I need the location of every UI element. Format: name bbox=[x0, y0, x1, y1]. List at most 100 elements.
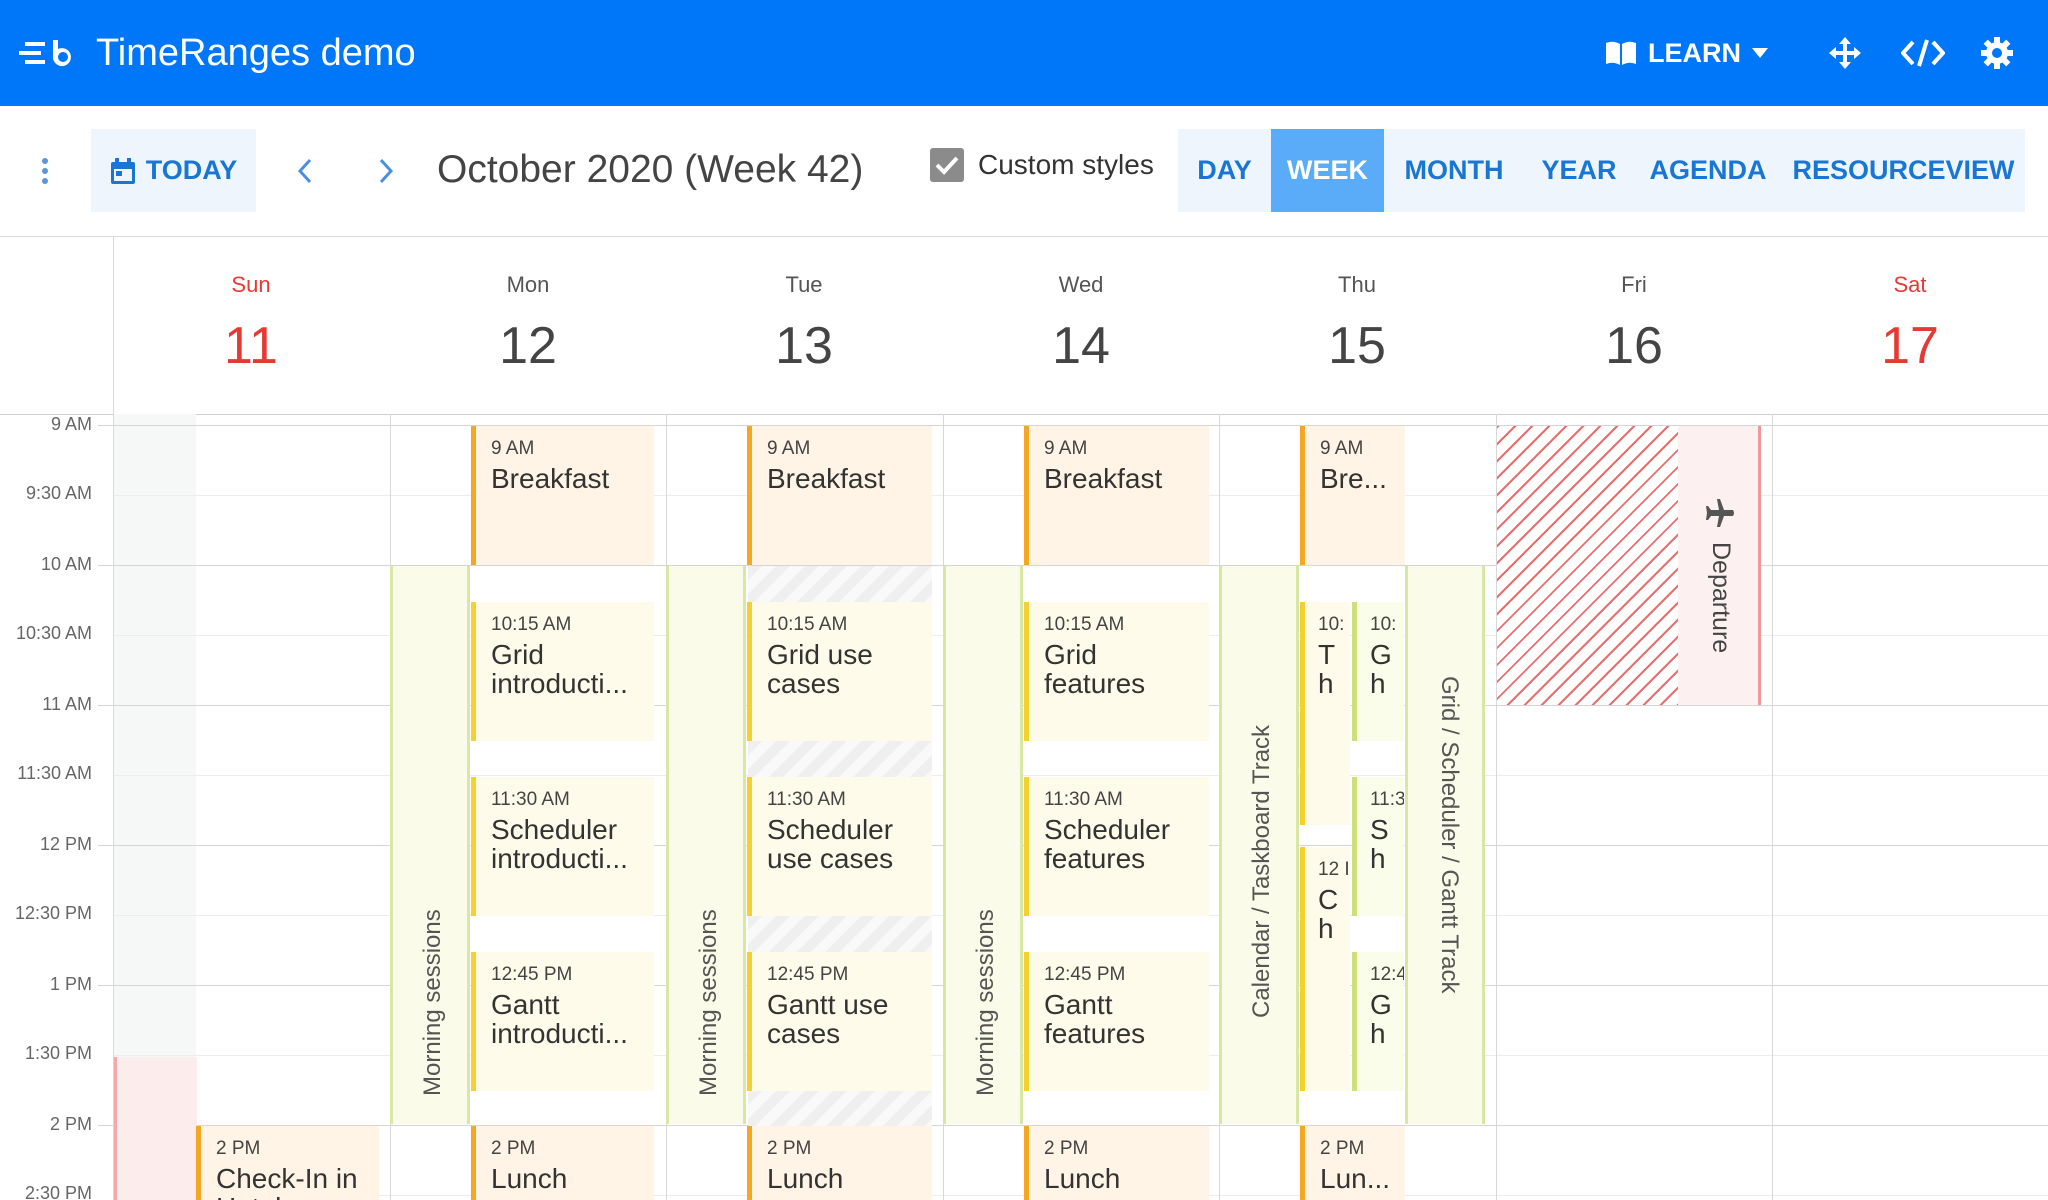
event-name: C h bbox=[1318, 884, 1339, 944]
time-range-label: Morning sessions bbox=[972, 909, 999, 1096]
event-mon-scheduler[interactable]: 11:30 AM Scheduler introducti... bbox=[471, 777, 654, 916]
event-time: 10:15 AM bbox=[491, 614, 572, 635]
time-label: 2 PM bbox=[49, 1114, 92, 1134]
bryntum-logo-icon[interactable] bbox=[19, 38, 79, 68]
learn-button[interactable]: LEARN bbox=[1604, 34, 1769, 72]
day-name: Fri bbox=[1621, 272, 1647, 297]
calendar-icon bbox=[110, 157, 135, 184]
event-thu-taskboard[interactable]: 10: T h bbox=[1300, 602, 1350, 825]
view-agenda-button[interactable]: AGENDA bbox=[1649, 155, 1767, 185]
event-thu-calendar[interactable]: 12 I C h bbox=[1300, 847, 1350, 1091]
event-thu-scheduler[interactable]: 11:3 S h bbox=[1352, 777, 1404, 916]
morning-sessions-range-mon: Morning sessions bbox=[390, 566, 470, 1124]
custom-styles-checkbox[interactable]: Custom styles bbox=[930, 148, 1154, 182]
grid-track-range: Grid / Scheduler / Gantt Track bbox=[1405, 566, 1485, 1124]
view-week-button[interactable]: WEEK bbox=[1271, 129, 1384, 212]
event-name: Grid use cases bbox=[767, 639, 873, 699]
event-mon-gantt[interactable]: 12:45 PM Gantt introducti... bbox=[471, 952, 654, 1091]
event-name: Gantt introducti... bbox=[491, 989, 628, 1049]
event-name: Lunch bbox=[767, 1163, 844, 1194]
time-label: 9 AM bbox=[50, 414, 92, 434]
event-name: Breakfast bbox=[491, 463, 610, 494]
morning-sessions-range-wed: Morning sessions bbox=[943, 566, 1023, 1124]
today-button[interactable]: TODAY bbox=[91, 129, 256, 212]
event-time: 10:15 AM bbox=[767, 614, 848, 635]
day-header-fri[interactable]: Fri 16 bbox=[1496, 236, 1772, 414]
event-tue-grid[interactable]: 10:15 AM Grid use cases bbox=[747, 602, 932, 741]
event-time: 10: bbox=[1318, 614, 1345, 635]
event-wed-scheduler[interactable]: 11:30 AM Scheduler features bbox=[1024, 777, 1209, 916]
time-label: 10 AM bbox=[40, 554, 92, 574]
event-time: 9 AM bbox=[767, 438, 811, 459]
event-thu-breakfast[interactable]: 9 AM Bre... bbox=[1300, 426, 1405, 565]
event-wed-gantt[interactable]: 12:45 PM Gantt features bbox=[1024, 952, 1209, 1091]
event-wed-breakfast[interactable]: 9 AM Breakfast bbox=[1024, 426, 1209, 565]
event-thu-lunch[interactable]: 2 PM Lun... bbox=[1300, 1126, 1405, 1200]
view-year-button[interactable]: YEAR bbox=[1541, 155, 1617, 185]
view-day-button[interactable]: DAY bbox=[1197, 155, 1252, 185]
code-icon[interactable] bbox=[1900, 34, 1946, 72]
day-name: Thu bbox=[1338, 272, 1376, 297]
day-header-sat[interactable]: Sat 17 bbox=[1772, 236, 2048, 414]
event-sun-check-in[interactable]: 2 PM Check-In in Hotel bbox=[196, 1126, 379, 1200]
event-mon-lunch[interactable]: 2 PM Lunch bbox=[471, 1126, 654, 1200]
previous-button[interactable] bbox=[285, 146, 325, 196]
departure-label: Departure bbox=[1707, 542, 1735, 654]
event-tue-lunch[interactable]: 2 PM Lunch bbox=[747, 1126, 932, 1200]
view-resourceview-button[interactable]: RESOURCEVIEW bbox=[1792, 155, 2015, 185]
divider bbox=[113, 236, 114, 414]
event-time: 11:30 AM bbox=[1044, 789, 1123, 810]
hour-line bbox=[98, 565, 2048, 566]
event-tue-gantt[interactable]: 12:45 PM Gantt use cases bbox=[747, 952, 932, 1091]
day-date: 15 bbox=[1328, 317, 1386, 375]
hatched-gap bbox=[748, 566, 932, 602]
event-mon-grid[interactable]: 10:15 AM Grid introducti... bbox=[471, 602, 654, 741]
more-options-icon[interactable] bbox=[30, 151, 60, 191]
event-time: 10:15 AM bbox=[1044, 614, 1125, 635]
next-button[interactable] bbox=[366, 146, 406, 196]
checkbox-checked-icon[interactable] bbox=[930, 148, 964, 182]
event-time: 2 PM bbox=[216, 1138, 261, 1159]
time-range-label: Calendar / Taskboard Track bbox=[1248, 724, 1275, 1018]
time-label: 2:30 PM bbox=[24, 1183, 92, 1200]
event-time: 9 AM bbox=[491, 438, 535, 459]
day-header-sun[interactable]: Sun 11 bbox=[113, 236, 389, 414]
event-name: G h bbox=[1370, 639, 1392, 699]
time-label: 1 PM bbox=[49, 974, 92, 994]
event-wed-grid[interactable]: 10:15 AM Grid features bbox=[1024, 602, 1209, 741]
event-time: 2 PM bbox=[767, 1138, 812, 1159]
calendar-toolbar: TODAY October 2020 (Week 42) Custom styl… bbox=[0, 106, 2048, 237]
move-arrows-icon[interactable] bbox=[1826, 34, 1864, 72]
event-name: Gantt features bbox=[1044, 989, 1146, 1049]
event-name: Lunch bbox=[1044, 1163, 1121, 1194]
airplane-icon bbox=[1706, 499, 1734, 527]
event-tue-scheduler[interactable]: 11:30 AM Scheduler use cases bbox=[747, 777, 932, 916]
day-date: 14 bbox=[1052, 317, 1110, 375]
event-time: 11:30 AM bbox=[767, 789, 846, 810]
event-mon-breakfast[interactable]: 9 AM Breakfast bbox=[471, 426, 654, 565]
event-tue-breakfast[interactable]: 9 AM Breakfast bbox=[747, 426, 932, 565]
event-wed-lunch[interactable]: 2 PM Lunch bbox=[1024, 1126, 1209, 1200]
event-name: Gantt use cases bbox=[767, 989, 889, 1049]
day-header-row: Sun 11 Mon 12 Tue 13 Wed 14 Thu 15 Fri 1… bbox=[0, 236, 2048, 415]
event-thu-grid[interactable]: 10: G h bbox=[1352, 602, 1404, 741]
chevron-right-icon bbox=[379, 158, 394, 184]
event-thu-gantt[interactable]: 12:4 G h bbox=[1352, 952, 1404, 1091]
day-header-mon[interactable]: Mon 12 bbox=[390, 236, 666, 414]
event-name: Check-In in Hotel bbox=[216, 1163, 358, 1200]
time-label: 12 PM bbox=[39, 834, 92, 854]
week-grid: 9 AM 9:30 AM 10 AM 10:30 AM 11 AM 11:30 … bbox=[0, 414, 2048, 1200]
gear-icon[interactable] bbox=[1978, 34, 2016, 72]
book-icon bbox=[1606, 41, 1636, 65]
hatched-gap bbox=[748, 1091, 932, 1127]
day-date: 16 bbox=[1605, 317, 1663, 375]
day-header-tue[interactable]: Tue 13 bbox=[666, 236, 942, 414]
day-header-thu[interactable]: Thu 15 bbox=[1219, 236, 1495, 414]
event-time: 10: bbox=[1370, 614, 1397, 635]
time-range-label: Grid / Scheduler / Gantt Track bbox=[1436, 676, 1463, 994]
day-name: Wed bbox=[1058, 272, 1104, 297]
day-name: Sun bbox=[231, 272, 271, 297]
day-header-wed[interactable]: Wed 14 bbox=[943, 236, 1219, 414]
column-divider bbox=[1496, 414, 1497, 1200]
view-month-button[interactable]: MONTH bbox=[1404, 155, 1504, 185]
